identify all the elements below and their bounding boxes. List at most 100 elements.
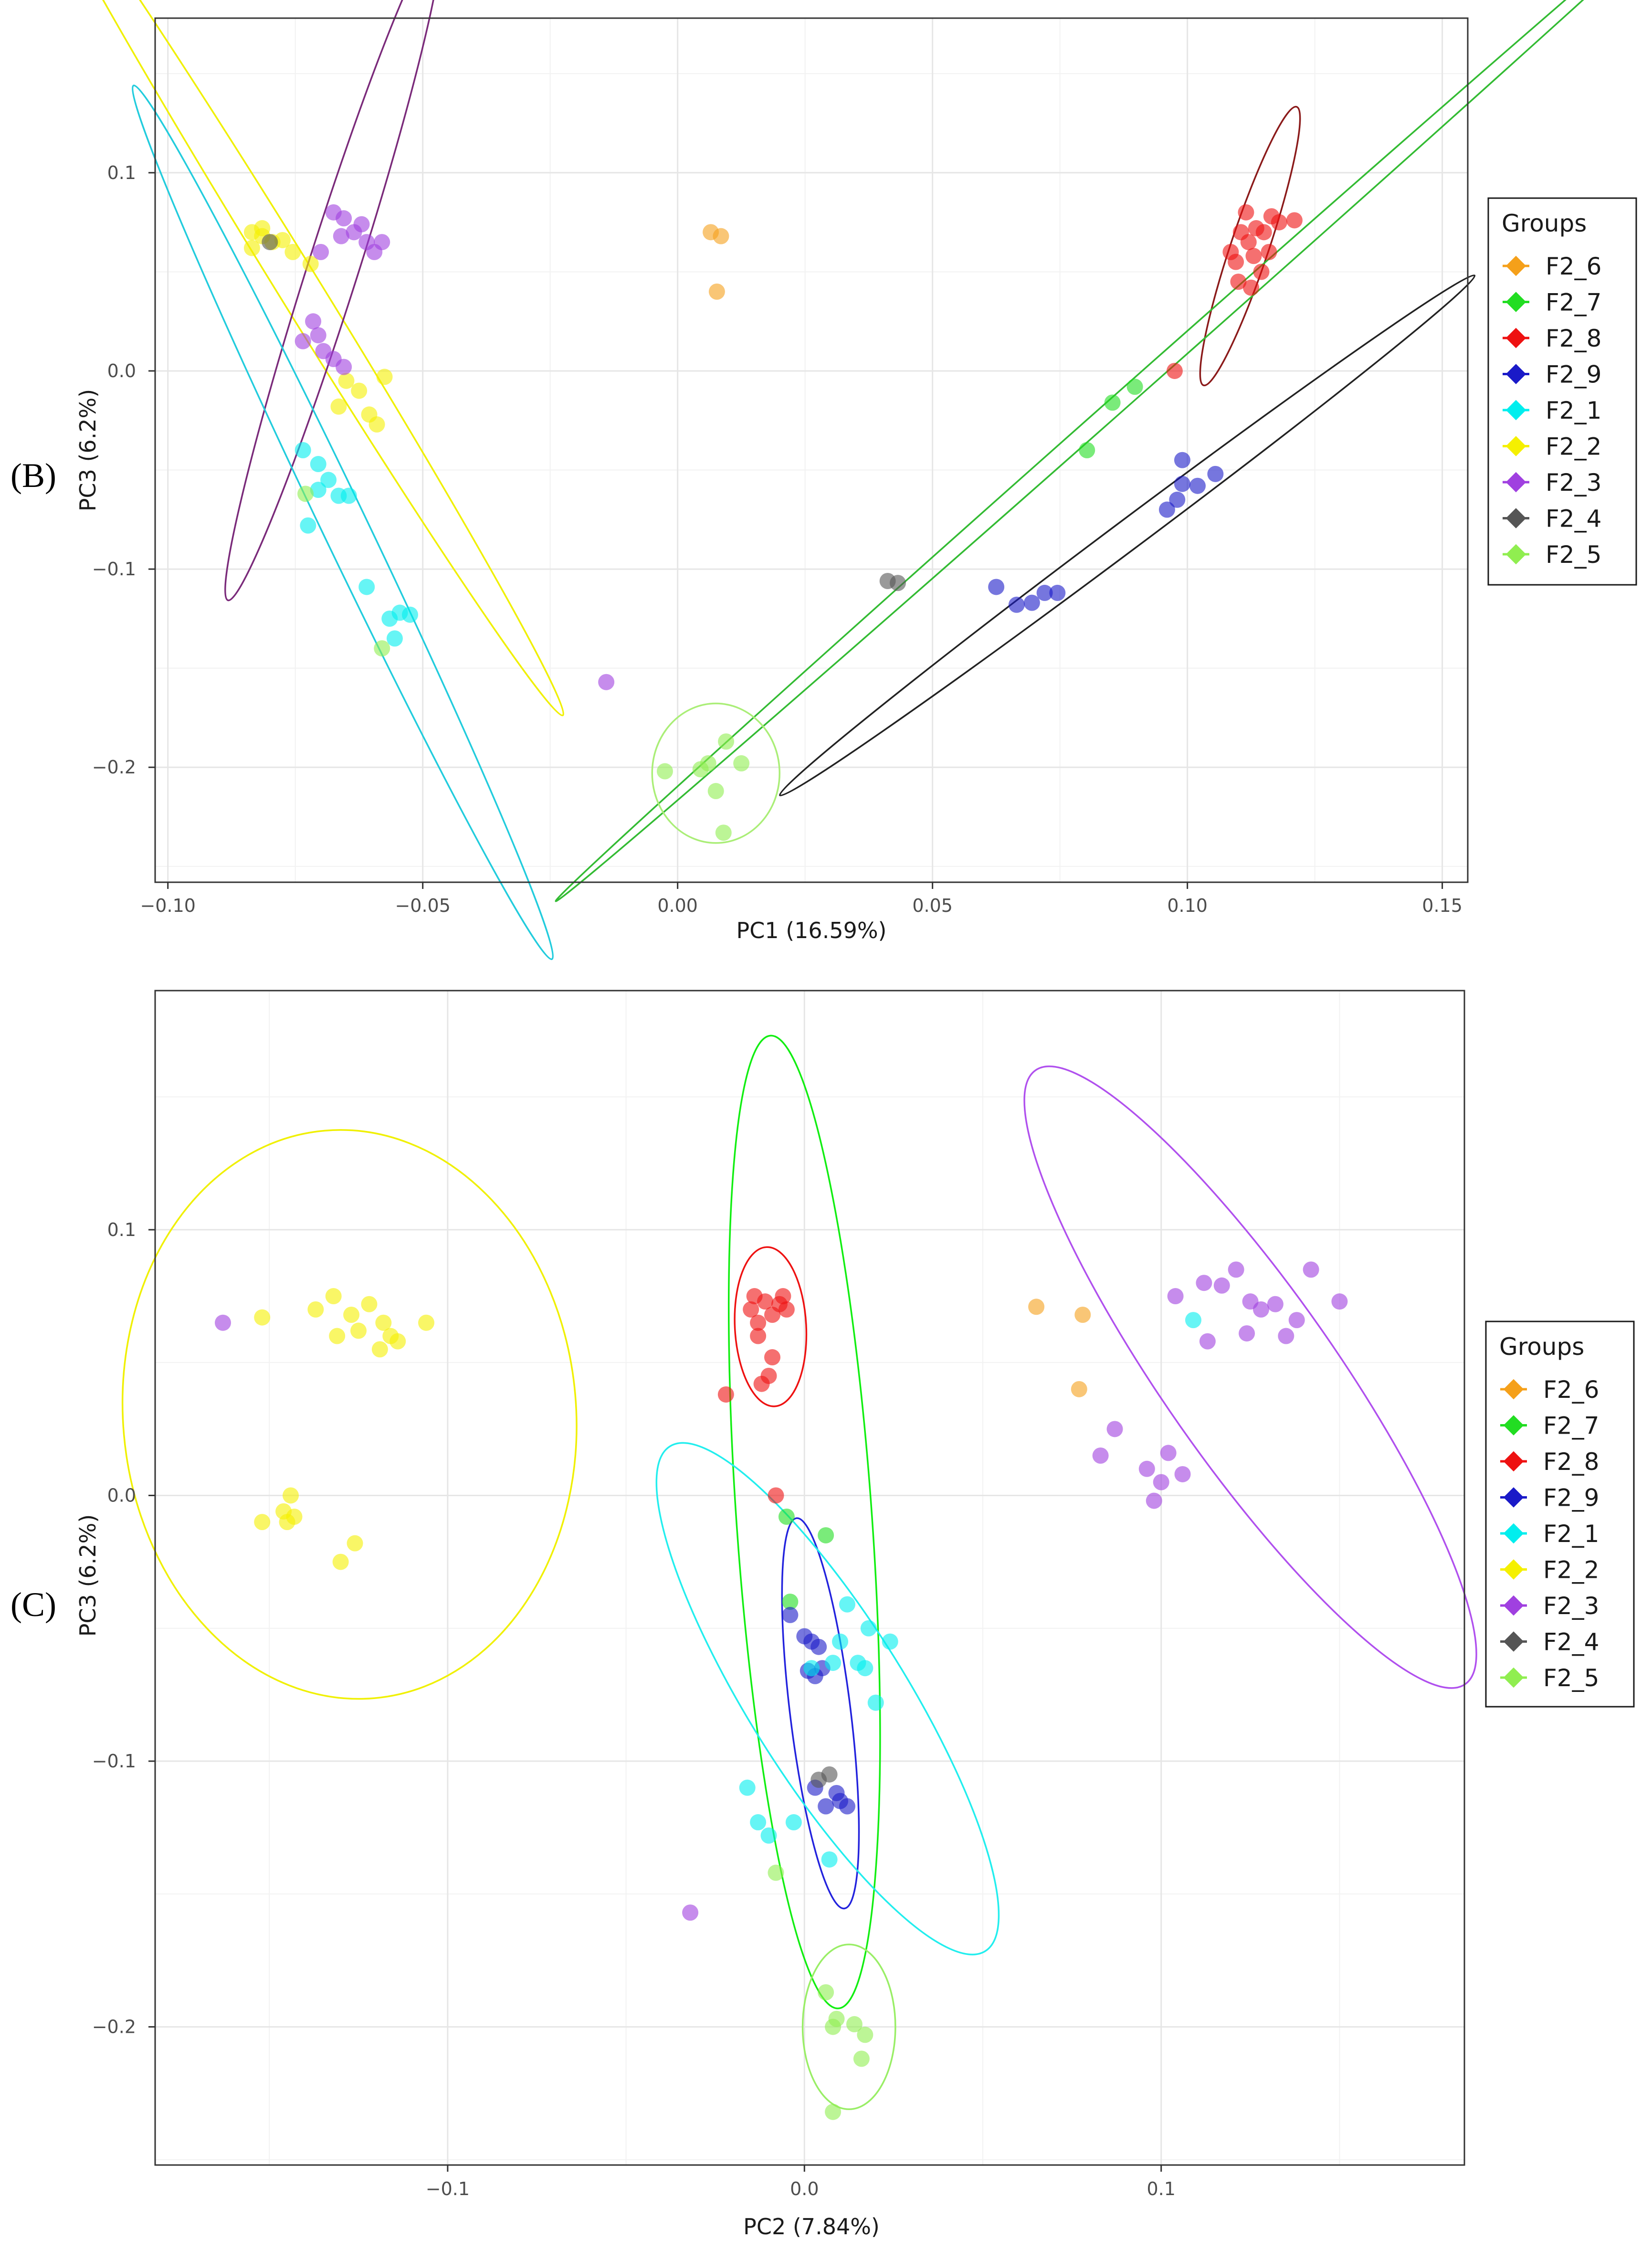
data-point bbox=[1228, 1261, 1244, 1278]
data-point bbox=[376, 369, 393, 385]
data-point bbox=[1255, 224, 1272, 241]
data-point bbox=[839, 1596, 855, 1613]
data-point bbox=[313, 243, 329, 260]
data-point bbox=[1138, 1460, 1155, 1477]
data-point bbox=[708, 283, 725, 300]
data-point bbox=[351, 382, 368, 399]
legend-label: F2_4 bbox=[1546, 505, 1601, 533]
data-point bbox=[764, 1349, 781, 1366]
series-f2-8 bbox=[1166, 204, 1303, 379]
data-point bbox=[825, 1655, 842, 1671]
data-point bbox=[1185, 1312, 1201, 1329]
x-tick-label: 0.15 bbox=[1422, 895, 1463, 916]
data-point bbox=[286, 1508, 303, 1525]
legend-label: F2_4 bbox=[1543, 1628, 1599, 1656]
data-point bbox=[839, 1798, 855, 1815]
legend-label: F2_2 bbox=[1543, 1556, 1599, 1584]
data-point bbox=[1271, 214, 1287, 231]
data-point bbox=[361, 1296, 378, 1312]
data-point bbox=[1245, 248, 1262, 264]
data-point bbox=[1238, 204, 1254, 221]
data-point bbox=[778, 1301, 795, 1318]
data-point bbox=[750, 1814, 767, 1831]
data-point bbox=[890, 575, 906, 592]
data-point bbox=[1239, 1325, 1255, 1342]
data-point bbox=[215, 1314, 231, 1331]
data-point bbox=[818, 1527, 834, 1543]
data-point bbox=[1303, 1261, 1319, 1278]
y-axis-title: PC3 (6.2%) bbox=[75, 389, 101, 512]
data-point bbox=[713, 228, 729, 244]
series-f2-1 bbox=[295, 442, 418, 647]
data-point bbox=[682, 1904, 699, 1921]
legend-label: F2_2 bbox=[1546, 433, 1601, 461]
data-point bbox=[1023, 594, 1040, 611]
ellipse-f2-8 bbox=[734, 1246, 808, 1407]
data-point bbox=[305, 313, 322, 330]
data-point bbox=[1252, 1301, 1269, 1318]
data-point bbox=[329, 1328, 346, 1344]
data-point bbox=[371, 1341, 388, 1358]
data-point bbox=[274, 232, 291, 248]
series-f2-3 bbox=[295, 204, 615, 690]
data-point bbox=[1288, 1312, 1305, 1329]
legend-label: F2_7 bbox=[1543, 1412, 1599, 1440]
series-f2-6 bbox=[1028, 1299, 1091, 1397]
data-point bbox=[338, 372, 355, 389]
ellipse-f2-7 bbox=[555, 0, 1652, 902]
data-point bbox=[782, 1606, 799, 1623]
data-point bbox=[860, 1620, 877, 1637]
data-point bbox=[1196, 1275, 1212, 1291]
data-point bbox=[374, 640, 390, 657]
y-tick-label: −0.2 bbox=[92, 2017, 136, 2038]
series-f2-8 bbox=[717, 1288, 795, 1504]
series-f2-1 bbox=[739, 1312, 1201, 1868]
data-point bbox=[656, 763, 673, 780]
plot-border bbox=[154, 17, 1469, 883]
data-point bbox=[867, 1694, 884, 1711]
data-point bbox=[340, 487, 357, 504]
data-point bbox=[1243, 279, 1260, 296]
x-tick-label: −0.05 bbox=[395, 895, 450, 916]
data-point bbox=[825, 2103, 842, 2120]
data-point bbox=[386, 630, 403, 647]
legend: Groups F2_6 F2_7 F2_8 F2_9 F2_1 F2_2 F2_3 F2_4 F2… bbox=[1487, 197, 1637, 586]
series-f2-2 bbox=[243, 220, 393, 433]
series-f2-4 bbox=[810, 1766, 838, 1788]
data-point bbox=[1153, 1474, 1169, 1490]
y-tick-label: −0.1 bbox=[92, 559, 136, 580]
ellipse-f2-5 bbox=[801, 1944, 896, 2110]
y-tick-label: −0.2 bbox=[92, 757, 136, 778]
data-point bbox=[336, 210, 352, 227]
data-point bbox=[700, 755, 716, 771]
data-point bbox=[1261, 243, 1277, 260]
data-point bbox=[336, 359, 352, 375]
x-tick-label: 0.05 bbox=[912, 895, 953, 916]
data-point bbox=[1174, 452, 1190, 468]
data-point bbox=[750, 1328, 767, 1344]
data-point bbox=[1230, 274, 1247, 290]
plot-background bbox=[155, 18, 1468, 882]
legend-label: F2_5 bbox=[1543, 1664, 1599, 1692]
data-point bbox=[310, 456, 326, 473]
legend-label: F2_6 bbox=[1543, 1376, 1599, 1404]
ellipse-f2-7 bbox=[727, 1035, 881, 2009]
data-point bbox=[347, 1535, 363, 1552]
data-point bbox=[1146, 1492, 1162, 1509]
x-tick-label: −0.1 bbox=[426, 2178, 470, 2199]
data-point bbox=[707, 783, 724, 800]
data-point bbox=[1074, 1307, 1091, 1323]
legend-label: F2_3 bbox=[1543, 1592, 1599, 1620]
data-point bbox=[1253, 264, 1270, 280]
data-point bbox=[1126, 379, 1143, 395]
legend-label: F2_5 bbox=[1546, 541, 1601, 569]
chart-0: −0.10 −0.05 0.00 0.05 0.10 0.15 0.1 0.0 −0.1 −0.2… bbox=[28, 0, 1652, 961]
panel-label-c: (C) bbox=[11, 1585, 56, 1624]
data-point bbox=[818, 1798, 834, 1815]
data-point bbox=[401, 606, 418, 623]
data-point bbox=[733, 755, 750, 771]
legend-label: F2_6 bbox=[1546, 253, 1601, 280]
data-point bbox=[785, 1814, 802, 1831]
data-point bbox=[254, 1514, 271, 1531]
data-point bbox=[343, 1307, 360, 1323]
